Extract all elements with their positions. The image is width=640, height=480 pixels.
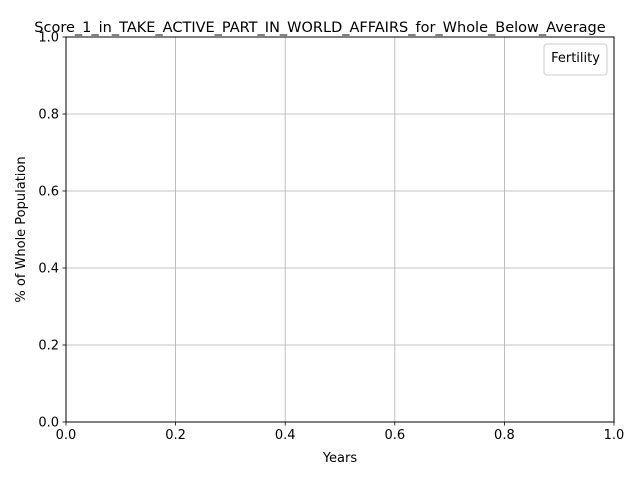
y-tick-label: 0.0: [38, 416, 59, 431]
legend: Fertility: [543, 43, 608, 76]
x-axis-label: Years: [322, 451, 358, 466]
y-tick-label: 0.8: [38, 108, 59, 123]
y-tick-label: 0.6: [38, 185, 59, 200]
y-tick-label: 1.0: [38, 31, 59, 46]
chart-title: Score_1_in_TAKE_ACTIVE_PART_IN_WORLD_AFF…: [34, 20, 605, 36]
y-axis-label: % of Whole Population: [14, 156, 29, 302]
x-tick-label: 0.6: [384, 428, 405, 443]
x-tick-label: 1.0: [604, 428, 625, 443]
y-tick-label: 0.4: [38, 262, 59, 277]
legend-box: [543, 43, 608, 76]
x-tick-label: 0.0: [56, 428, 77, 443]
plot-frame: [65, 36, 615, 423]
x-tick-label: 0.4: [275, 428, 296, 443]
y-tick-label: 0.2: [38, 339, 59, 354]
y-axis: 0.0 0.2 0.4 0.6 0.8 1.0: [38, 31, 66, 431]
x-axis: 0.0 0.2 0.4 0.6 0.8 1.0: [56, 422, 625, 443]
plot-area: [66, 37, 614, 422]
legend-title: Fertility: [551, 51, 600, 66]
x-tick-label: 0.8: [494, 428, 515, 443]
grid-lines: [65, 36, 615, 423]
x-tick-label: 0.2: [165, 428, 186, 443]
